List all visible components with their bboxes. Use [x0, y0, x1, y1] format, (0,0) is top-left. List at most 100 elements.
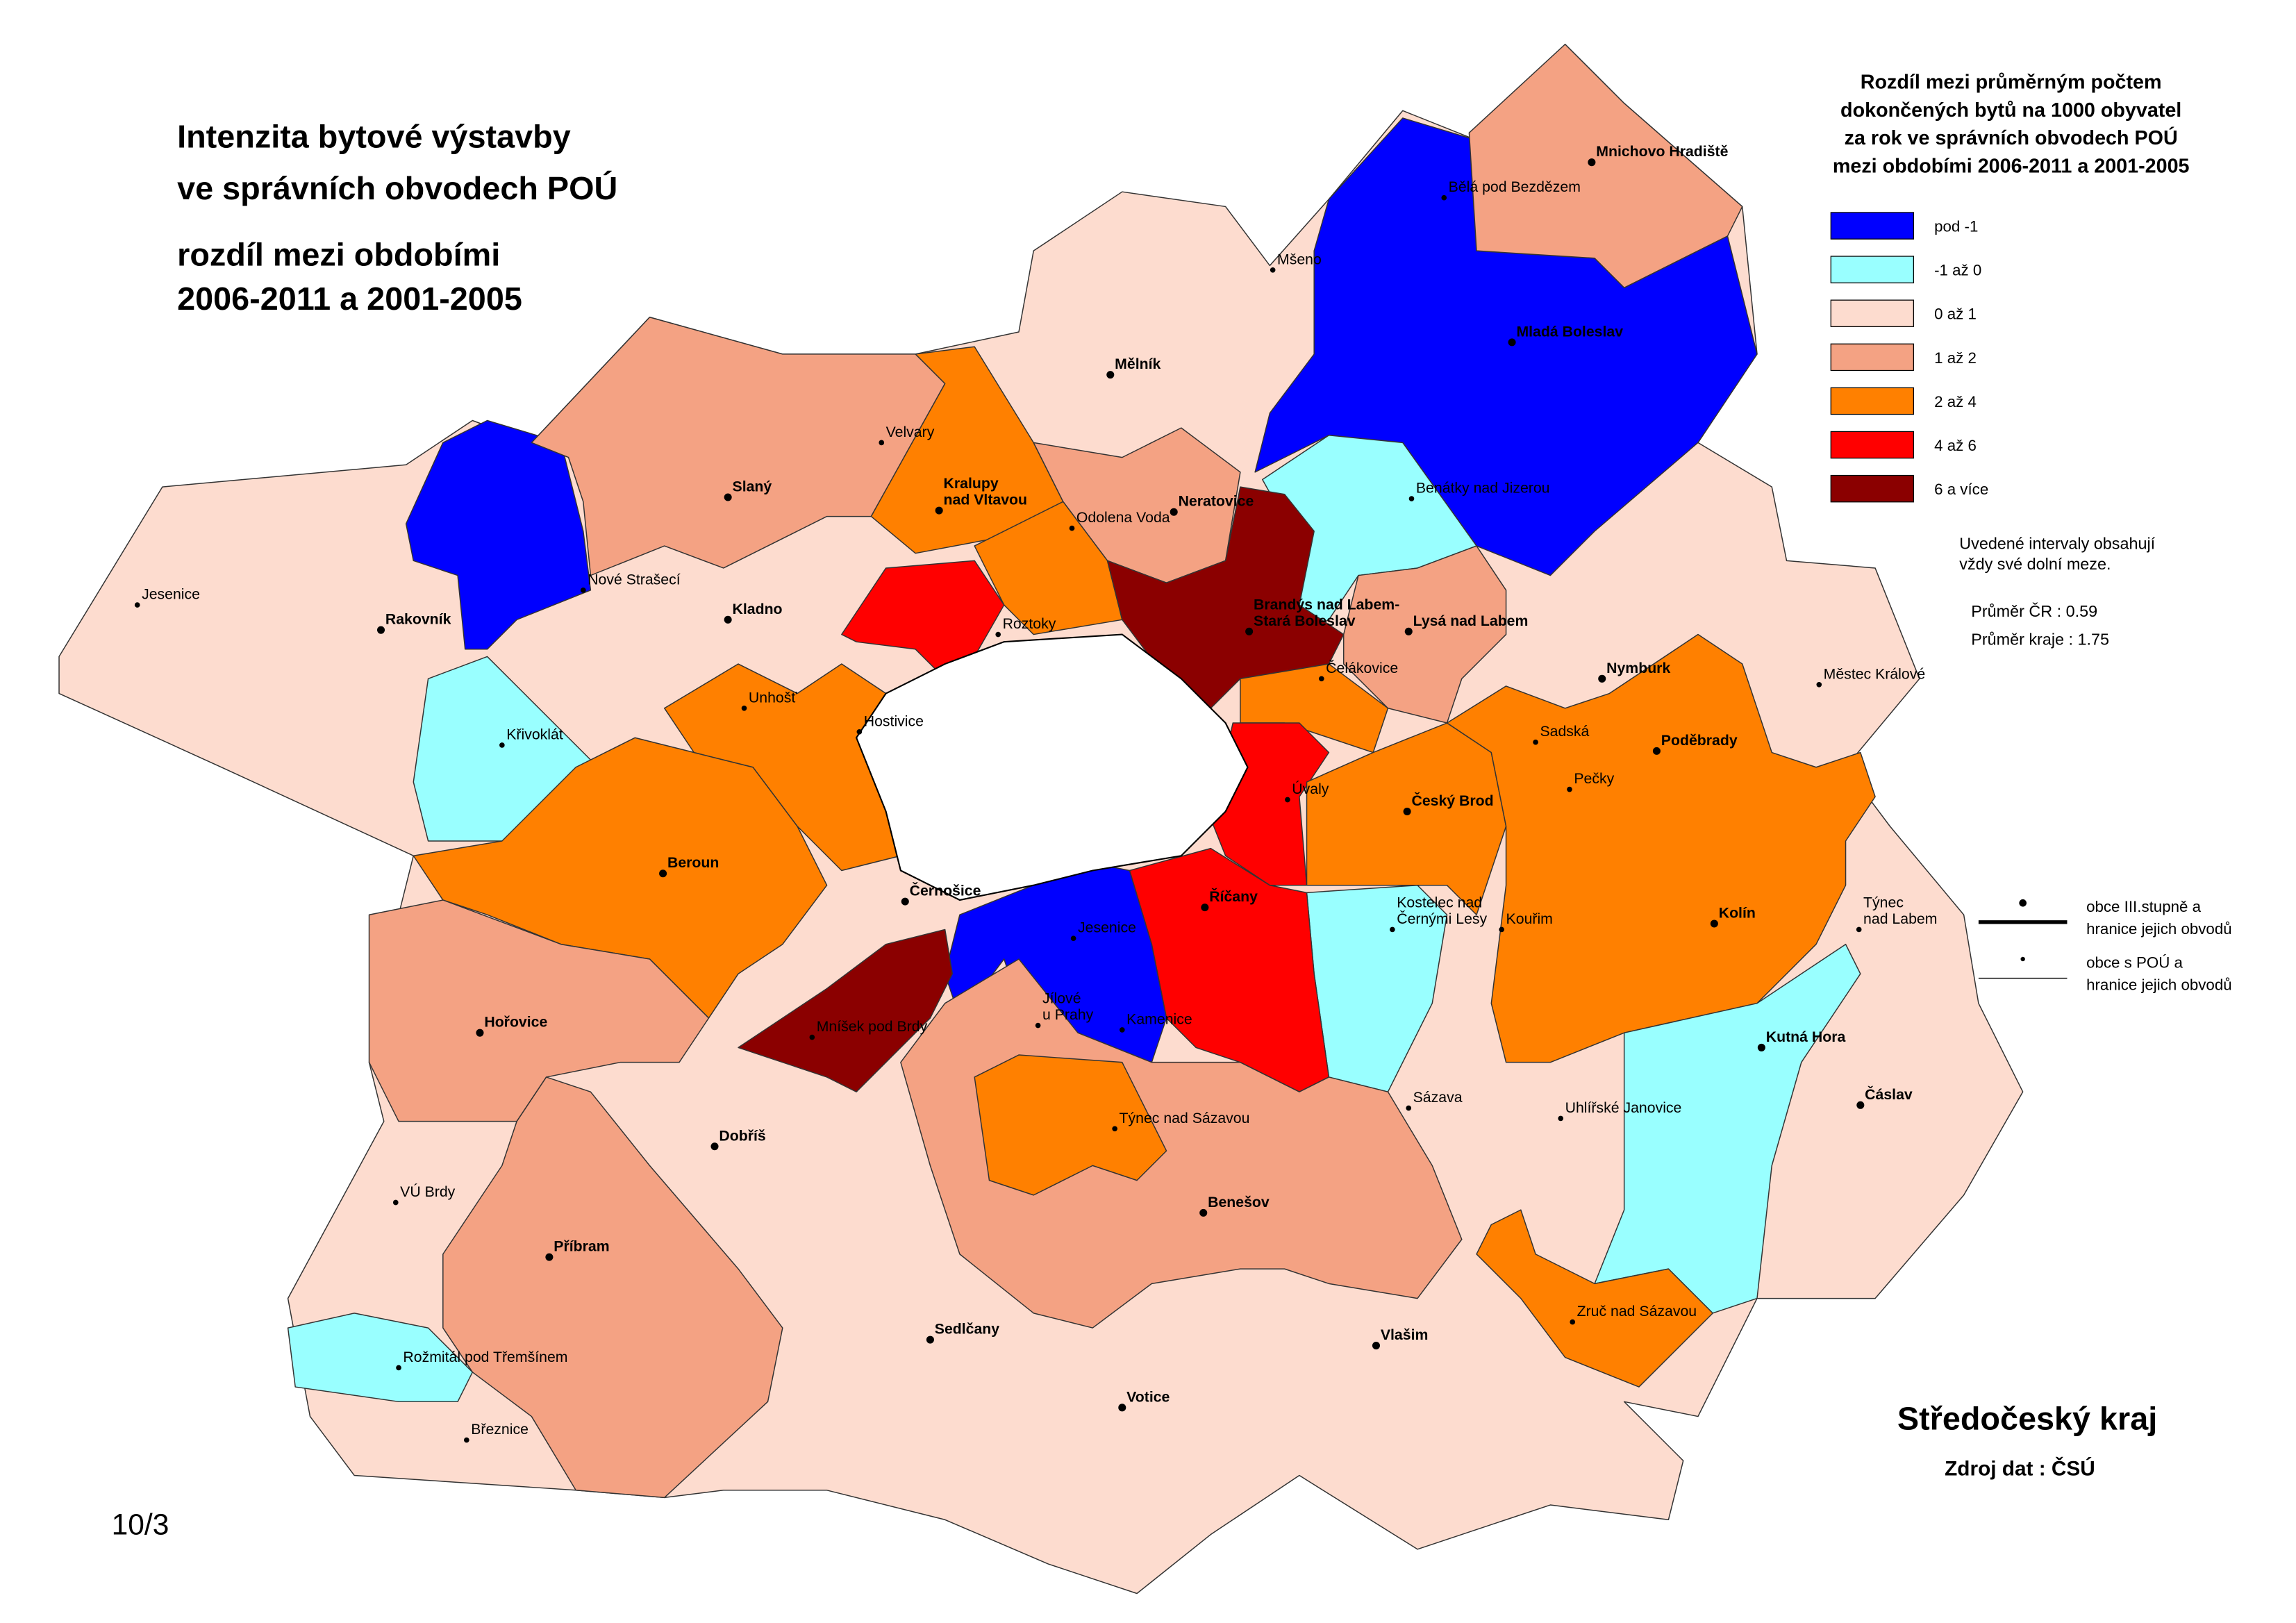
place-label: Beroun — [667, 854, 719, 871]
prague — [855, 633, 1249, 901]
place-dot — [1588, 158, 1596, 167]
place-label: Kolín — [1719, 904, 1756, 921]
place-dot — [1106, 371, 1115, 379]
legend-boundary: obce s POÚ a — [2086, 954, 2183, 972]
place-label: Kladno — [733, 601, 783, 617]
place-label: Křivoklát — [506, 726, 563, 742]
place-label: Rožmitál pod Třemšínem — [403, 1349, 567, 1365]
place-label: Dobříš — [719, 1127, 765, 1144]
place-label: Příbram — [554, 1238, 609, 1255]
place-label: Roztoky — [1003, 615, 1056, 632]
region — [1468, 43, 1743, 289]
place-label: Rakovník — [385, 611, 451, 628]
place-dot — [1558, 1115, 1564, 1122]
legend-boundary: obce III.stupně a — [2086, 898, 2202, 915]
place-dot — [476, 1029, 484, 1037]
place-dot — [1567, 786, 1572, 792]
place-dot — [659, 869, 667, 878]
legend-label: -1 až 0 — [1934, 262, 1981, 279]
place-label: Nové Strašecí — [588, 571, 681, 588]
place-dot — [1170, 508, 1178, 516]
place-label: VÚ Brdy — [400, 1183, 456, 1200]
place-label: Kamenice — [1126, 1010, 1192, 1027]
place-dot — [901, 897, 909, 906]
place-label: Hostivice — [864, 713, 924, 729]
place-label: Vlašim — [1381, 1326, 1429, 1343]
place-label: Votice — [1126, 1388, 1170, 1405]
legend-title: za rok ve správních obvodech POÚ — [1845, 126, 2178, 149]
place-label: Slaný — [733, 478, 772, 494]
place-dot — [376, 626, 385, 634]
legend-boundary: hranice jejich obvodů — [2086, 920, 2232, 938]
place-label: Mšeno — [1277, 251, 1322, 267]
place-dot — [856, 729, 863, 735]
place-dot — [1035, 1022, 1041, 1029]
region — [1594, 943, 1861, 1314]
legend-boundary: hranice jejich obvodů — [2086, 976, 2232, 994]
place-label: Týnec nad Sázavou — [1120, 1110, 1250, 1126]
place-label: Mladá Boleslav — [1516, 323, 1623, 340]
place-dot — [995, 631, 1001, 638]
legend-label: 6 a více — [1934, 481, 1988, 498]
place-dot — [1070, 935, 1076, 942]
place-dot — [1118, 1404, 1126, 1412]
place-label: Sedlčany — [935, 1321, 1000, 1338]
place-label: Benátky nad Jizerou — [1416, 480, 1550, 497]
place-dot — [1069, 525, 1075, 531]
place-dot — [1199, 1208, 1208, 1217]
place-dot — [1406, 1105, 1412, 1111]
legend-swatch — [1830, 256, 1914, 283]
place-dot — [1245, 627, 1254, 635]
place-label: Sadská — [1540, 723, 1589, 740]
place-label: Sázava — [1413, 1089, 1463, 1106]
legend-note: Uvedené intervaly obsahují — [1959, 534, 2155, 552]
place-label: u Prahy — [1042, 1006, 1094, 1023]
place-dot — [1318, 676, 1324, 682]
place-dot — [724, 615, 732, 624]
legend-title: dokončených bytů na 1000 obyvatel — [1840, 99, 2181, 122]
place-label: Velvary — [886, 424, 935, 440]
legend-dot — [2020, 956, 2025, 962]
place-dot — [1270, 267, 1276, 273]
legend-label: 2 až 4 — [1934, 393, 1977, 410]
place-dot — [1710, 919, 1718, 928]
place-dot — [1757, 1043, 1765, 1051]
place-label: Kralupy — [944, 475, 999, 492]
title-line: 2006-2011 a 2001-2005 — [177, 281, 522, 317]
region — [405, 419, 592, 650]
place-dot — [1856, 1101, 1865, 1109]
place-dot — [935, 506, 943, 515]
place-label: Poděbrady — [1661, 732, 1738, 749]
place-dot — [1404, 627, 1413, 635]
place-dot — [926, 1335, 934, 1344]
place-dot — [1372, 1342, 1381, 1350]
place-label: Říčany — [1209, 888, 1258, 905]
legend-swatch — [1830, 343, 1914, 372]
place-label: Unhošť — [749, 689, 797, 706]
place-dot — [1816, 681, 1822, 688]
regions — [58, 43, 2024, 1595]
region — [1306, 722, 1507, 915]
region — [442, 1076, 783, 1499]
place-dot — [1499, 926, 1505, 933]
place-label: Lysá nad Labem — [1413, 613, 1529, 629]
place-label: Městec Králové — [1824, 665, 1926, 682]
region-name: Středočeský kraj — [1897, 1401, 2157, 1437]
place-dot — [724, 493, 732, 501]
place-label: Týnec — [1863, 894, 1904, 911]
place-label: Nymburk — [1606, 660, 1670, 676]
title-line: ve správních obvodech POÚ — [177, 170, 617, 206]
place-label: nad Labem — [1863, 910, 1937, 927]
legend-swatch — [1830, 387, 1914, 415]
place-dot — [1570, 1319, 1576, 1325]
place-label: Jesenice — [142, 586, 200, 603]
place-label: Pečky — [1574, 770, 1614, 787]
legend-title: Rozdíl mezi průměrným počtem — [1861, 71, 2162, 93]
legend-dot — [2019, 899, 2027, 907]
legend-swatch — [1830, 431, 1914, 459]
region — [287, 1313, 474, 1403]
places: Jesenice Rakovník Nové Strašecí Křivoklát Sl… — [134, 143, 1937, 1443]
place-dot — [545, 1253, 554, 1261]
